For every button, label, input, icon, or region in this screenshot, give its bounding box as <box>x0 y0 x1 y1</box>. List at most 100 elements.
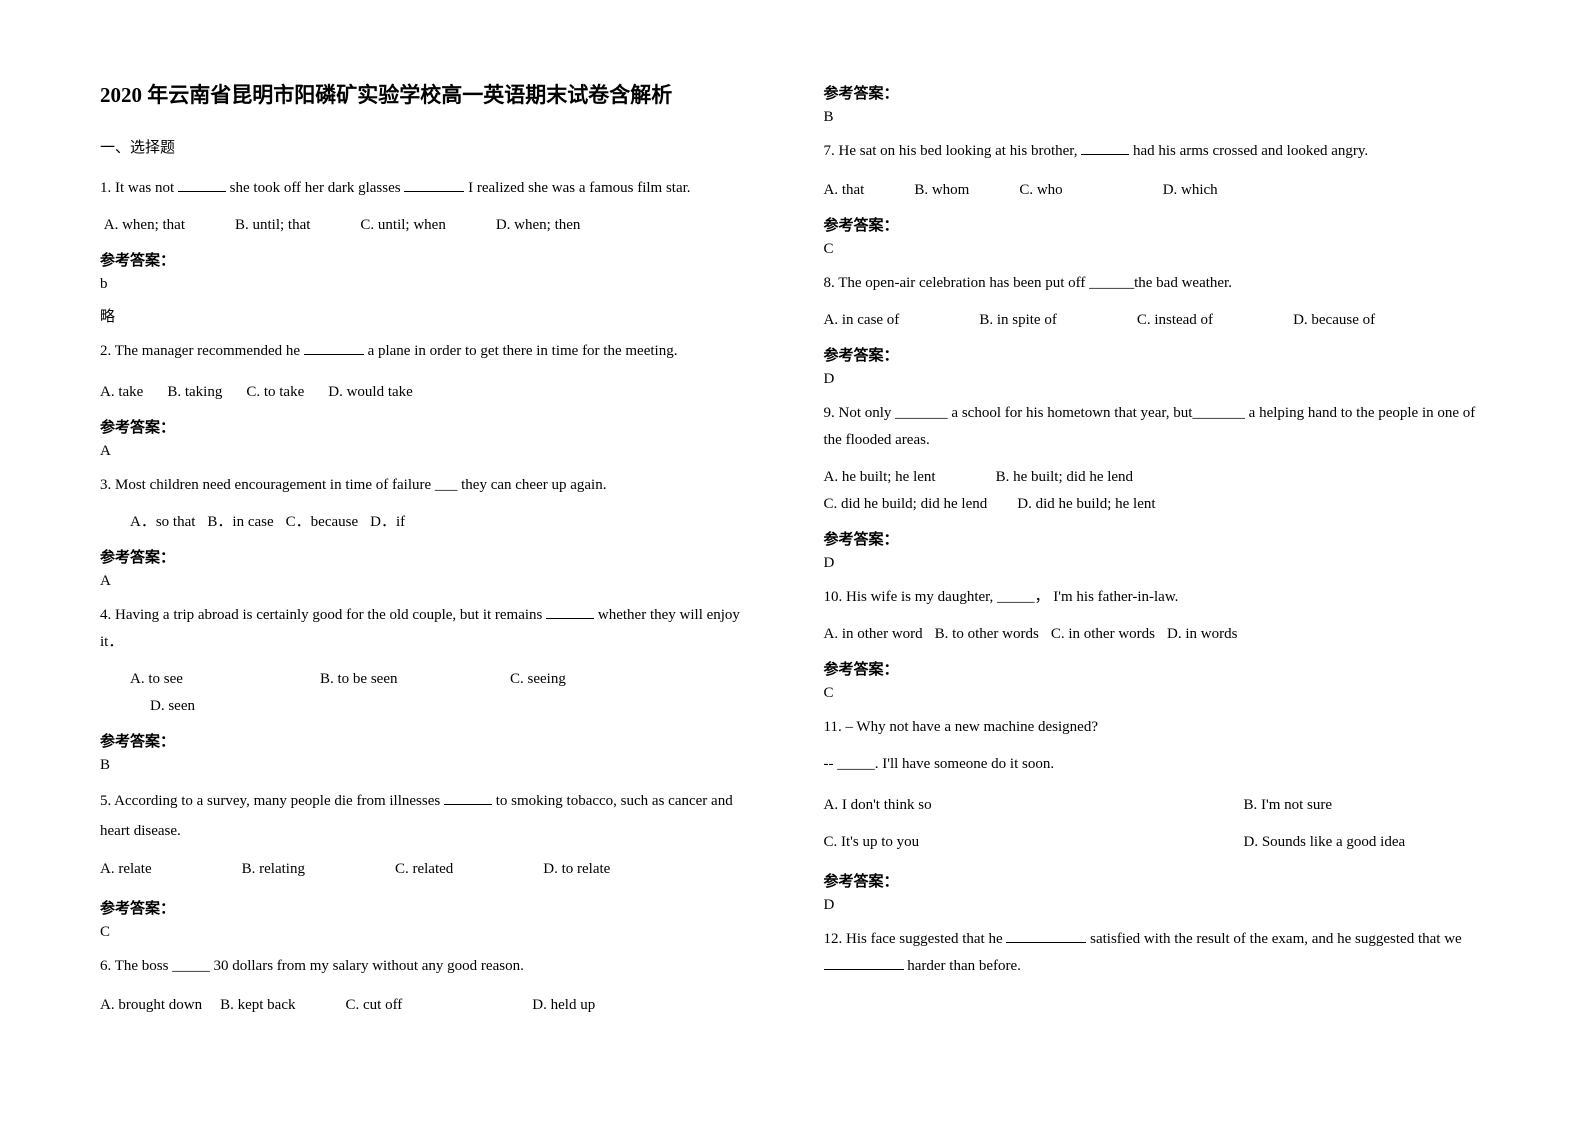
left-column: 2020 年云南省昆明市阳磷矿实验学校高一英语期末试卷含解析 一、选择题 1. … <box>100 80 764 1029</box>
q10-opt-c: C. in other words <box>1051 626 1155 642</box>
q11-opt-d: D. Sounds like a good idea <box>1244 829 1406 856</box>
question-10: 10. His wife is my daughter, _____， I'm … <box>824 584 1488 611</box>
q10-opt-b: B. to other words <box>935 626 1039 642</box>
q7-answer: C <box>824 241 1488 258</box>
question-9: 9. Not only _______ a school for his hom… <box>824 400 1488 454</box>
answer-label: 参考答案： <box>824 870 1488 891</box>
answer-label: 参考答案： <box>824 658 1488 679</box>
q4-options: A. to seeB. to be seenC. seeing D. seen <box>100 666 764 720</box>
q7-opt-c: C. who <box>1019 182 1062 198</box>
q3-opt-a: A．so that <box>130 514 195 530</box>
q11-answer: D <box>824 897 1488 914</box>
section-heading: 一、选择题 <box>100 136 764 157</box>
q1-note: 略 <box>100 305 764 326</box>
q5-opt-c: C. related <box>395 861 453 877</box>
q2-stem-a: 2. The manager recommended he <box>100 343 304 359</box>
q8-options: A. in case ofB. in spite ofC. instead of… <box>824 307 1488 334</box>
q2-opt-b: B. taking <box>167 384 222 400</box>
q2-opt-a: A. take <box>100 384 143 400</box>
q4-opt-a: A. to see <box>130 666 320 693</box>
question-2: 2. The manager recommended he a plane in… <box>100 338 764 365</box>
answer-label: 参考答案： <box>100 897 764 918</box>
q9-opt-c: C. did he build; did he lend <box>824 496 988 512</box>
blank <box>404 177 464 192</box>
q8-opt-c: C. instead of <box>1137 312 1213 328</box>
q11-opt-a: A. I don't think so <box>824 792 1244 819</box>
q6-opt-d: D. held up <box>532 997 595 1013</box>
page: 2020 年云南省昆明市阳磷矿实验学校高一英语期末试卷含解析 一、选择题 1. … <box>0 0 1587 1069</box>
document-title: 2020 年云南省昆明市阳磷矿实验学校高一英语期末试卷含解析 <box>100 80 764 112</box>
q2-options: A. takeB. takingC. to takeD. would take <box>100 379 764 406</box>
q4-answer: B <box>100 757 764 774</box>
q11-opt-b: B. I'm not sure <box>1244 792 1333 819</box>
blank <box>546 604 594 619</box>
q1-opt-d: D. when; then <box>496 217 581 233</box>
answer-label: 参考答案： <box>100 730 764 751</box>
q7-stem-b: had his arms crossed and looked angry. <box>1129 143 1368 159</box>
q6-opt-a: A. brought down <box>100 997 202 1013</box>
right-column: 参考答案： B 7. He sat on his bed looking at … <box>824 80 1488 1029</box>
question-12: 12. His face suggested that he satisfied… <box>824 926 1488 980</box>
q4-opt-b: B. to be seen <box>320 666 510 693</box>
q1-answer: b <box>100 276 764 293</box>
q5-stem-a: 5. According to a survey, many people di… <box>100 793 444 809</box>
q8-answer: D <box>824 371 1488 388</box>
q7-options: A. thatB. whomC. whoD. which <box>824 177 1488 204</box>
q9-opt-d: D. did he build; he lent <box>1017 496 1155 512</box>
q7-opt-b: B. whom <box>914 182 969 198</box>
q9-stem: 9. Not only _______ a school for his hom… <box>824 405 1476 448</box>
question-11: 11. – Why not have a new machine designe… <box>824 714 1488 741</box>
q3-opt-c: C．because <box>286 514 358 530</box>
question-4: 4. Having a trip abroad is certainly goo… <box>100 602 764 656</box>
q5-opt-d: D. to relate <box>543 861 610 877</box>
q10-opt-d: D. in words <box>1167 626 1237 642</box>
q4-stem-a: 4. Having a trip abroad is certainly goo… <box>100 607 546 623</box>
q5-options: A. relateB. relatingC. relatedD. to rela… <box>100 856 764 883</box>
q1-stem-c: I realized she was a famous film star. <box>464 180 690 196</box>
q8-opt-b: B. in spite of <box>979 312 1057 328</box>
question-8: 8. The open-air celebration has been put… <box>824 270 1488 297</box>
q9-answer: D <box>824 555 1488 572</box>
q8-stem: 8. The open-air celebration has been put… <box>824 275 1232 291</box>
q7-opt-d: D. which <box>1163 182 1218 198</box>
answer-label: 参考答案： <box>824 214 1488 235</box>
q2-opt-c: C. to take <box>246 384 304 400</box>
blank <box>824 955 904 970</box>
q12-stem-b: satisfied with the result of the exam, a… <box>1086 931 1461 947</box>
q1-opt-c: C. until; when <box>360 217 445 233</box>
q7-stem-a: 7. He sat on his bed looking at his brot… <box>824 143 1082 159</box>
q11-stem1: 11. – Why not have a new machine designe… <box>824 719 1099 735</box>
question-1: 1. It was not she took off her dark glas… <box>100 175 764 202</box>
question-11b: -- _____. I'll have someone do it soon. <box>824 751 1488 778</box>
blank <box>304 340 364 355</box>
q5-opt-b: B. relating <box>242 861 305 877</box>
q12-stem-c: harder than before. <box>904 958 1021 974</box>
answer-label: 参考答案： <box>824 528 1488 549</box>
q2-stem-b: a plane in order to get there in time fo… <box>364 343 678 359</box>
q9-opt-b: B. he built; did he lend <box>996 469 1133 485</box>
q8-opt-d: D. because of <box>1293 312 1375 328</box>
q1-opt-a: A. when; that <box>104 217 185 233</box>
q11-opt-c: C. It's up to you <box>824 829 1244 856</box>
q6-stem: 6. The boss _____ 30 dollars from my sal… <box>100 958 524 974</box>
q4-opt-c: C. seeing <box>510 671 566 687</box>
question-6: 6. The boss _____ 30 dollars from my sal… <box>100 953 764 980</box>
q6-options: A. brought downB. kept backC. cut offD. … <box>100 992 764 1019</box>
q10-opt-a: A. in other word <box>824 626 923 642</box>
q5-answer: C <box>100 924 764 941</box>
q3-opt-d: D．if <box>370 514 405 530</box>
q3-options: A．so that B．in case C．because D．if <box>130 509 764 536</box>
q3-answer: A <box>100 573 764 590</box>
q6-opt-c: C. cut off <box>345 997 402 1013</box>
q4-opt-d: D. seen <box>150 693 195 720</box>
question-3: 3. Most children need encouragement in t… <box>100 472 764 499</box>
q11-options-row1: A. I don't think soB. I'm not sure <box>824 792 1488 819</box>
answer-label: 参考答案： <box>100 249 764 270</box>
q3-opt-b: B．in case <box>207 514 273 530</box>
q3-stem: 3. Most children need encouragement in t… <box>100 477 606 493</box>
blank <box>1006 928 1086 943</box>
blank <box>1081 140 1129 155</box>
blank <box>444 790 492 805</box>
blank <box>178 177 226 192</box>
q10-answer: C <box>824 685 1488 702</box>
